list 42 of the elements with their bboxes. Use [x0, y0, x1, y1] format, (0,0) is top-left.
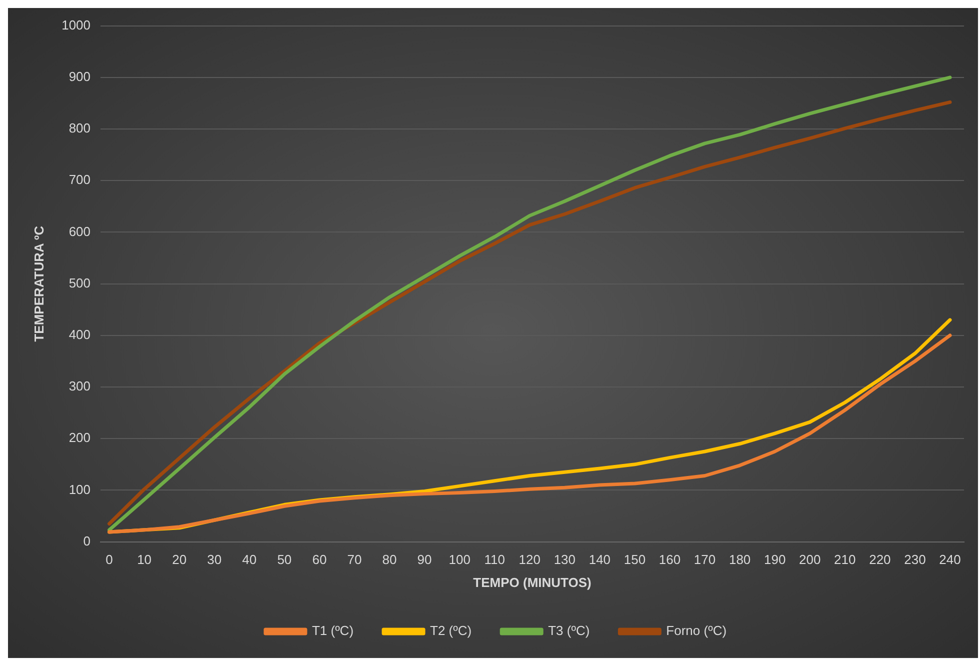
x-tick-label: 200 — [799, 552, 821, 568]
x-tick-label: 180 — [728, 552, 751, 568]
legend-label: T1 (ºC) — [312, 623, 354, 638]
y-tick-label: 600 — [68, 224, 91, 239]
legend-label: Forno (ºC) — [666, 623, 727, 638]
x-tick-label: 170 — [694, 552, 716, 568]
x-tick-label: 150 — [624, 552, 646, 568]
x-tick-label: 40 — [242, 552, 257, 568]
x-tick-label: 100 — [448, 552, 470, 568]
x-tick-label: 90 — [417, 552, 432, 568]
y-tick-label: 500 — [68, 275, 91, 290]
y-tick-label: 700 — [68, 172, 91, 188]
x-tick-label: 110 — [484, 552, 505, 568]
x-tick-label: 160 — [658, 552, 681, 568]
x-tick-label: 120 — [518, 552, 540, 568]
x-tick-label: 190 — [764, 552, 786, 568]
y-tick-label: 200 — [68, 430, 91, 446]
legend-label: T3 (ºC) — [548, 623, 590, 638]
legend-label: T2 (ºC) — [430, 623, 472, 638]
x-tick-label: 20 — [172, 552, 187, 568]
y-tick-label: 100 — [68, 482, 91, 497]
x-tick-label: 80 — [382, 552, 397, 568]
x-tick-label: 70 — [347, 552, 362, 568]
y-tick-label: 800 — [68, 120, 91, 136]
x-tick-label: 220 — [869, 552, 891, 568]
y-tick-label: 1000 — [62, 17, 91, 32]
x-tick-label: 240 — [939, 552, 961, 568]
x-tick-label: 30 — [207, 552, 222, 568]
y-tick-label: 400 — [68, 326, 91, 342]
x-tick-label: 0 — [106, 552, 113, 568]
y-axis-title: TEMPERATURA ºC — [31, 225, 46, 342]
y-tick-label: 0 — [83, 533, 91, 548]
x-tick-label: 60 — [312, 552, 327, 568]
x-tick-label: 50 — [277, 552, 292, 568]
x-tick-label: 230 — [904, 552, 926, 568]
x-tick-label: 140 — [588, 552, 611, 568]
y-tick-label: 300 — [68, 378, 91, 394]
x-tick-label: 10 — [137, 552, 152, 568]
x-tick-label: 130 — [554, 552, 576, 568]
y-tick-label: 900 — [68, 68, 91, 84]
x-axis-title: TEMPO (MINUTOS) — [473, 574, 592, 590]
x-tick-label: 210 — [834, 552, 856, 568]
